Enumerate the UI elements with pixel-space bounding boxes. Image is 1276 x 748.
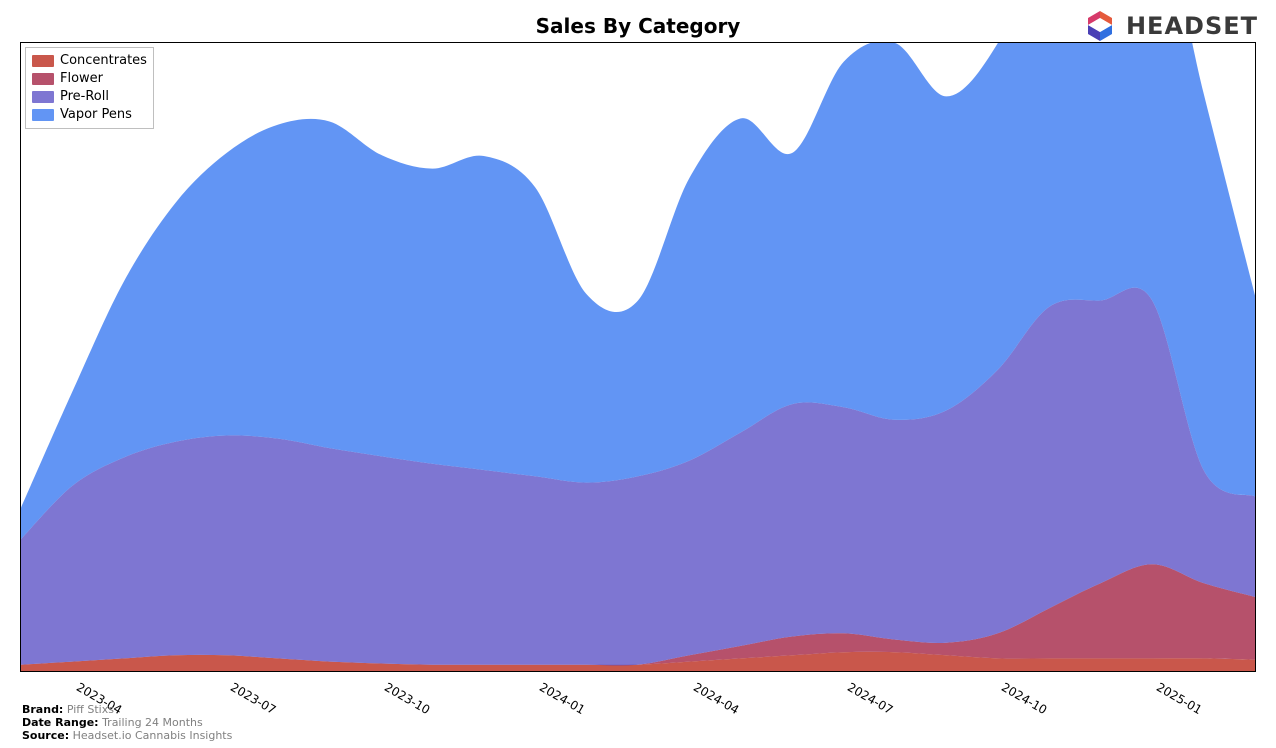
x-tick-label: 2024-01: [537, 680, 587, 717]
legend-item-preroll: Pre-Roll: [32, 88, 147, 106]
x-tick-label: 2024-07: [845, 680, 895, 717]
legend-swatch: [32, 91, 54, 103]
logo-text: HEADSET: [1126, 12, 1258, 40]
meta-brand: Brand: Piff Stixs: [22, 703, 232, 716]
meta-source-value: Headset.io Cannabis Insights: [73, 729, 233, 742]
legend-item-concentrates: Concentrates: [32, 52, 147, 70]
legend-label: Flower: [60, 70, 103, 88]
plot-area: ConcentratesFlowerPre-RollVapor Pens: [20, 42, 1256, 672]
legend-item-vaporpens: Vapor Pens: [32, 106, 147, 124]
legend-swatch: [32, 55, 54, 67]
meta-brand-value: Piff Stixs: [67, 703, 114, 716]
x-tick-label: 2024-04: [691, 680, 741, 717]
meta-source: Source: Headset.io Cannabis Insights: [22, 729, 232, 742]
legend-item-flower: Flower: [32, 70, 147, 88]
chart-metadata: Brand: Piff Stixs Date Range: Trailing 2…: [22, 703, 232, 742]
area-chart-svg: [21, 43, 1255, 671]
legend-label: Concentrates: [60, 52, 147, 70]
legend-swatch: [32, 109, 54, 121]
logo-icon: [1082, 8, 1118, 44]
brand-logo: HEADSET: [1082, 8, 1258, 44]
legend-swatch: [32, 73, 54, 85]
meta-brand-label: Brand:: [22, 703, 63, 716]
legend: ConcentratesFlowerPre-RollVapor Pens: [25, 47, 154, 129]
meta-daterange: Date Range: Trailing 24 Months: [22, 716, 232, 729]
x-tick-label: 2023-07: [228, 680, 278, 717]
x-tick-label: 2025-01: [1154, 680, 1204, 717]
meta-daterange-label: Date Range:: [22, 716, 99, 729]
legend-label: Vapor Pens: [60, 106, 132, 124]
chart-container: Sales By Category HEADSET ConcentratesFl…: [0, 0, 1276, 748]
x-tick-label: 2024-10: [999, 680, 1049, 717]
x-tick-label: 2023-10: [382, 680, 432, 717]
legend-label: Pre-Roll: [60, 88, 109, 106]
meta-daterange-value: Trailing 24 Months: [102, 716, 203, 729]
meta-source-label: Source:: [22, 729, 69, 742]
